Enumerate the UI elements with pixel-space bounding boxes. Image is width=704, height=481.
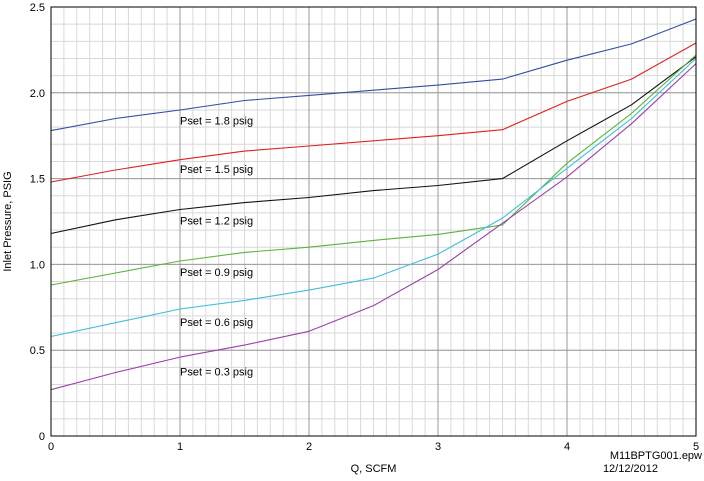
y-tick-label: 2.0 [30, 88, 45, 100]
x-tick-labels: 0 1 2 3 4 5 [48, 441, 699, 453]
series-line [50, 18, 697, 132]
y-tick-label: 1.5 [30, 174, 45, 186]
x-tick-label: 0 [48, 441, 54, 453]
date-annotation: 12/12/2012 [603, 463, 658, 475]
series-label: Pset = 0.3 psig [180, 367, 253, 379]
y-tick-labels: 0 0.5 1.0 1.5 2.0 2.5 [30, 2, 45, 443]
series-label: Pset = 0.9 psig [180, 267, 253, 279]
x-tick-label: 3 [435, 441, 441, 453]
x-tick-label: 5 [693, 441, 699, 453]
plot-frame [50, 6, 697, 437]
series-line [50, 58, 697, 338]
x-tick-label: 4 [564, 441, 570, 453]
x-tick-label: 2 [306, 441, 312, 453]
series-layer [50, 18, 697, 391]
series-label: Pset = 1.5 psig [180, 164, 253, 176]
y-tick-label: 2.5 [30, 2, 45, 14]
series-label: Pset = 1.8 psig [180, 115, 253, 127]
series-line [50, 54, 697, 286]
series-line [50, 63, 697, 391]
series-label: Pset = 0.6 psig [180, 317, 253, 329]
y-axis-label: Inlet Pressure, PSIG [2, 171, 14, 271]
series-label: Pset = 1.2 psig [180, 216, 253, 228]
y-tick-label: 0 [39, 431, 45, 443]
x-axis-label: Q, SCFM [351, 463, 397, 475]
series-line [50, 42, 697, 183]
y-tick-label: 1.0 [30, 259, 45, 271]
file-annotation: M11BPTG001.epw [610, 450, 702, 462]
y-tick-label: 0.5 [30, 345, 45, 357]
x-tick-label: 1 [177, 441, 183, 453]
minor-grid [51, 7, 696, 436]
series-line [50, 56, 697, 235]
series-labels: Pset = 1.8 psig Pset = 1.5 psig Pset = 1.2… [180, 115, 253, 378]
